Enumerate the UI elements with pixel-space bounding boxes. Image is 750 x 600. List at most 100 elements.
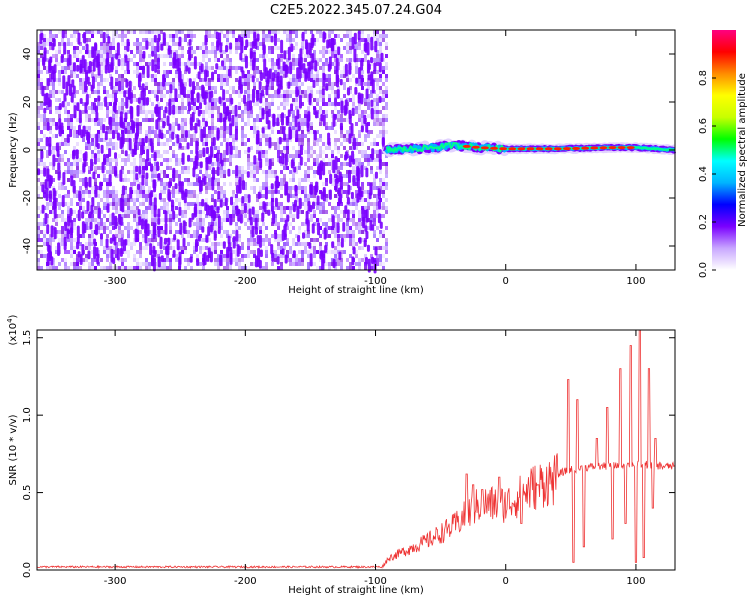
spectrogram-cell	[373, 202, 376, 206]
spectrogram-cell	[352, 202, 355, 206]
spectrogram-cell	[142, 214, 145, 218]
spectrogram-cell	[76, 158, 79, 162]
spectrogram-cell	[139, 250, 142, 254]
spectrogram-cell	[187, 62, 190, 66]
spectrogram-blob	[103, 153, 107, 164]
spectrogram-blob	[243, 94, 247, 105]
spectrogram-cell	[361, 58, 364, 62]
spectrogram-cell	[253, 250, 256, 254]
spectrogram-cell	[43, 134, 46, 138]
spectrogram-cell	[94, 210, 97, 214]
spectrogram-blob	[225, 106, 229, 117]
spectrogram-cell	[199, 246, 202, 250]
spectrogram-cell	[301, 126, 304, 130]
spectrogram-cell	[265, 202, 268, 206]
spectrogram-cell	[70, 198, 73, 202]
spectrogram-cell	[205, 118, 208, 122]
spectrogram-cell	[226, 70, 229, 74]
spectrogram-cell	[358, 46, 361, 50]
spectrogram-blob	[222, 89, 226, 101]
spectrogram-cell	[223, 74, 226, 78]
spectrogram-cell	[58, 110, 61, 114]
spectrogram-cell	[319, 138, 322, 142]
spectrogram-cell	[136, 142, 139, 146]
spectrogram-cell	[193, 134, 196, 138]
spectrogram-cell	[382, 38, 385, 42]
spectrogram-cell	[385, 54, 388, 58]
spectrogram-cell	[88, 218, 91, 222]
spectrogram-cell	[211, 114, 214, 118]
spectrogram-cell	[52, 258, 55, 262]
spectrogram-cell	[319, 66, 322, 70]
spectrogram-cell	[235, 154, 238, 158]
spectrogram-cell	[106, 266, 109, 270]
spectrogram-blob	[219, 112, 223, 123]
spectrogram-cell	[289, 194, 292, 198]
spectrogram-cell	[385, 118, 388, 122]
spectrogram-cell	[118, 106, 121, 110]
spectrogram-cell	[151, 206, 154, 210]
spectrogram-cell	[346, 194, 349, 198]
spectrogram-cell	[196, 62, 199, 66]
spectrogram-blob	[158, 192, 162, 200]
spectrogram-cell	[49, 74, 52, 78]
spectrogram-blob	[363, 239, 367, 248]
spectrogram-cell	[133, 214, 136, 218]
spectrogram-cell	[163, 62, 166, 66]
spectrogram-cell	[313, 246, 316, 250]
spectrogram-blob	[261, 89, 265, 97]
spectrogram-cell	[103, 202, 106, 206]
spectrogram-cell	[82, 110, 85, 114]
spectrogram-blob	[314, 60, 318, 72]
spectrogram-cell	[124, 198, 127, 202]
spectrogram-cell	[322, 50, 325, 54]
spectrogram-blob	[110, 248, 114, 263]
spectrogram-cell	[364, 254, 367, 258]
spectrogram-cell	[154, 218, 157, 222]
spectrogram-blob	[316, 195, 320, 206]
spectrogram-cell	[127, 30, 130, 34]
spectrogram-blob	[363, 114, 367, 125]
spectrogram-cell	[109, 202, 112, 206]
spectrogram-cell	[301, 134, 304, 138]
spectrogram-cell	[367, 130, 370, 134]
spectrogram-cell	[136, 222, 139, 226]
spectrogram-cell	[346, 226, 349, 230]
spectrogram-cell	[172, 186, 175, 190]
spectrogram-blob	[138, 74, 142, 82]
spectrogram-cell	[289, 262, 292, 266]
spectrogram-cell	[304, 222, 307, 226]
spectrogram-cell	[112, 46, 115, 50]
spectrogram-cell	[40, 230, 43, 234]
spectrogram-cell	[247, 206, 250, 210]
spectrogram-cell	[310, 246, 313, 250]
spectrogram-cell	[379, 234, 382, 238]
spectrogram-cell	[259, 90, 262, 94]
spectrogram-cell	[385, 42, 388, 46]
spectrogram-cell	[118, 78, 121, 82]
spectrogram-blob	[348, 169, 352, 184]
spectrogram-cell	[43, 254, 46, 258]
spectrogram-cell	[85, 162, 88, 166]
spectrogram-cell	[184, 214, 187, 218]
spectrogram-cell	[205, 186, 208, 190]
spectrogram-cell	[358, 226, 361, 230]
spectrogram-cell	[280, 250, 283, 254]
spectrogram-cell	[274, 250, 277, 254]
spectrogram-cell	[43, 34, 46, 38]
spectrogram-cell	[271, 222, 274, 226]
spectrogram-cell	[58, 238, 61, 242]
spectrogram-cell	[301, 186, 304, 190]
spectrogram-cell	[136, 266, 139, 270]
spectrogram-cell	[67, 202, 70, 206]
spectrogram-cell	[256, 78, 259, 82]
spectrogram-cell	[232, 86, 235, 90]
spectrogram-cell	[244, 170, 247, 174]
spectrogram-cell	[283, 106, 286, 110]
spectrogram-cell	[166, 166, 169, 170]
spectrogram-cell	[280, 178, 283, 182]
spectrogram-cell	[202, 266, 205, 270]
spectrogram-cell	[253, 174, 256, 178]
spectrogram-cell	[367, 82, 370, 86]
spectrogram-blob	[231, 114, 235, 127]
